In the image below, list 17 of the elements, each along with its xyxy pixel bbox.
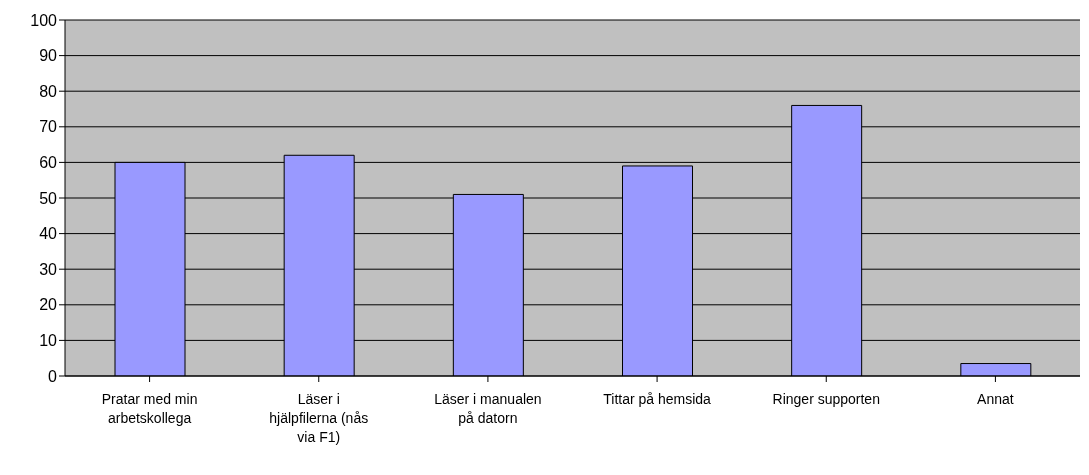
y-tick-label: 80 xyxy=(39,82,58,100)
y-tick-label: 0 xyxy=(48,367,58,385)
y-tick-label: 90 xyxy=(39,47,58,65)
y-tick-label: 50 xyxy=(39,189,58,207)
x-tick-label: Tittar på hemsida xyxy=(603,391,712,407)
y-tick-label: 30 xyxy=(39,260,58,278)
x-tick-label: Annat xyxy=(977,391,1014,407)
y-tick-label: 70 xyxy=(39,118,58,136)
y-tick-label: 20 xyxy=(39,296,58,314)
x-tick-label: Ringer supporten xyxy=(772,391,880,407)
x-tick-label: Läser i manualen på datorn xyxy=(434,391,542,426)
x-tick-label: Läser i hjälpfilerna (nås via F1) xyxy=(269,391,369,445)
x-tick-label: Pratar med min arbetskollega xyxy=(101,391,198,426)
y-tick-label: 40 xyxy=(39,225,58,243)
y-tick-label: 10 xyxy=(39,332,58,350)
y-tick-label: 60 xyxy=(39,154,58,172)
y-tick-label: 100 xyxy=(30,11,58,29)
